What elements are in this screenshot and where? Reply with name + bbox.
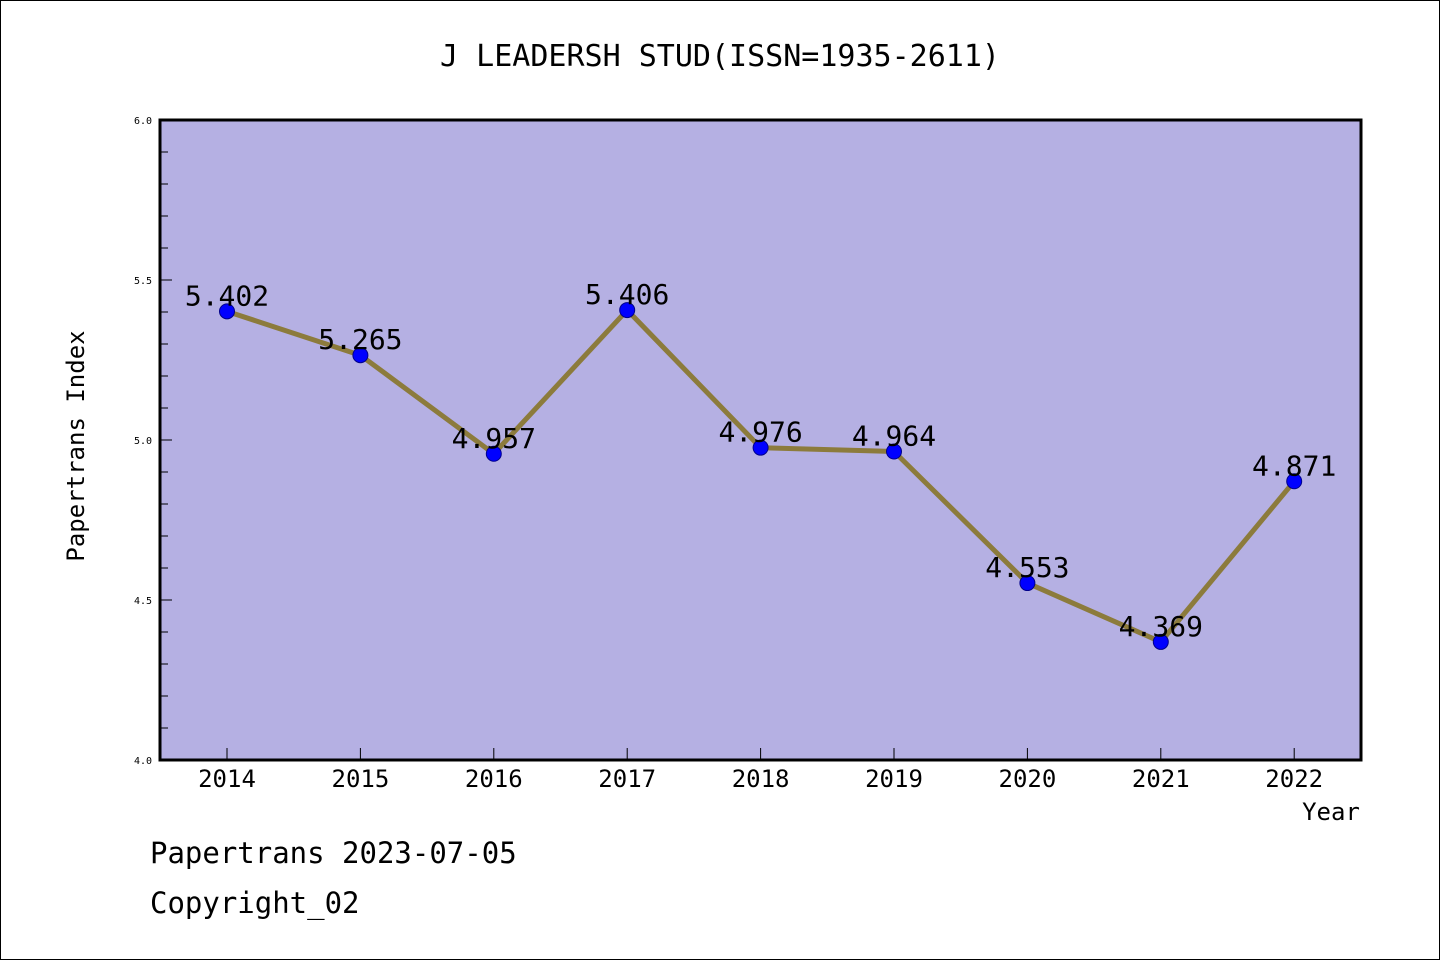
data-point [752,439,769,456]
data-point [619,302,636,319]
x-tick-label: 2018 [732,765,790,793]
x-tick-label: 2021 [1132,765,1190,793]
x-tick-label: 2019 [865,765,923,793]
data-labels: 5.402 5.265 4.957 5.406 4.976 4.964 4.553 4.369… [185,278,1336,643]
x-axis-label: Year [1302,798,1360,826]
x-tick-label: 2022 [1265,765,1323,793]
data-label: 4.369 [1119,610,1203,643]
data-label: 4.976 [718,416,802,449]
y-tick-label: 5.5 [134,276,152,287]
data-point [1286,473,1303,490]
footer-date: Papertrans 2023-07-05 [150,836,517,870]
x-tick-label: 2020 [999,765,1057,793]
y-axis-ticks: 4.0 4.5 5.0 5.5 6.0 [134,116,152,767]
data-label: 5.265 [318,323,402,356]
x-tick-label: 2017 [598,765,656,793]
x-tick-label: 2014 [198,765,256,793]
data-point [886,443,902,460]
data-label: 5.406 [585,278,669,311]
data-point [219,303,235,320]
data-points [219,302,1303,650]
data-label: 4.957 [452,422,536,455]
data-label: 5.402 [185,279,269,312]
chart-title: J LEADERSH STUD(ISSN=1935-2611) [440,39,1000,74]
footer-copyright: Copyright_02 [150,886,360,920]
y-axis-label: Papertrans Index [62,330,90,561]
data-point [352,347,369,364]
data-point [1152,633,1169,650]
y-tick-label: 4.0 [134,756,152,767]
y-tick-label: 6.0 [134,116,152,127]
data-label: 4.964 [852,420,936,453]
data-label: 4.553 [985,551,1069,584]
x-tick-label: 2015 [332,765,390,793]
y-tick-label: 5.0 [134,436,152,447]
x-axis-ticks: 2014 2015 2016 2017 2018 2019 2020 2021 2022 [198,748,1323,793]
x-tick-label: 2016 [465,765,523,793]
data-point [1019,575,1036,592]
data-label: 4.871 [1252,449,1336,482]
data-point [485,445,502,462]
y-tick-label: 4.5 [134,596,152,607]
y-minor-ticks [160,119,172,761]
